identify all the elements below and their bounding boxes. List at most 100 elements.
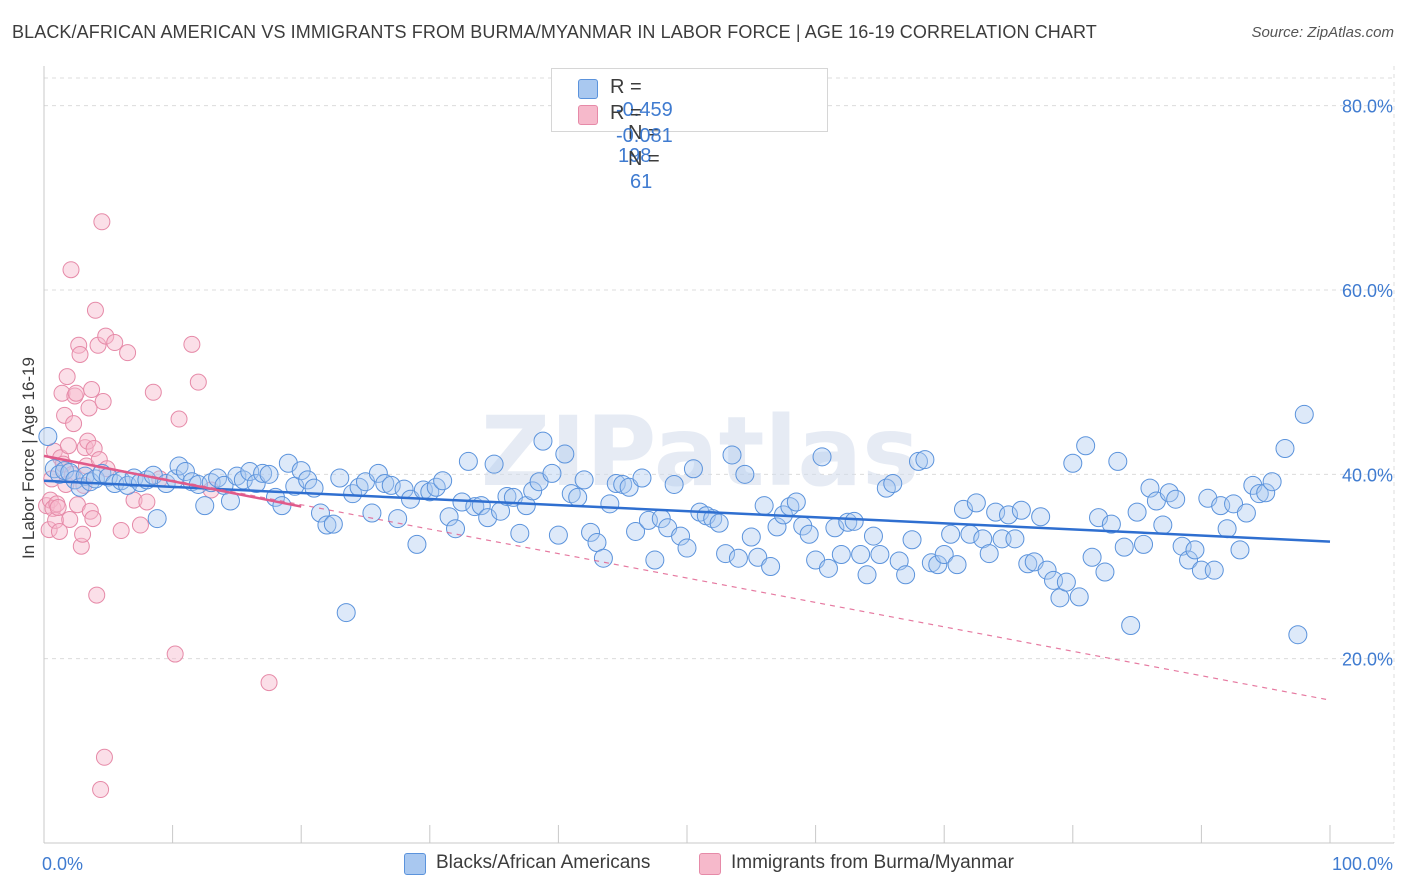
- data-point-pink: [85, 440, 103, 458]
- data-point-blue: [883, 474, 903, 494]
- data-point-pink: [95, 748, 113, 766]
- data-point-blue: [671, 526, 691, 546]
- data-point-blue: [1011, 500, 1031, 520]
- data-point-blue: [799, 524, 819, 544]
- data-point-pink: [138, 493, 156, 511]
- data-point-pink: [61, 510, 79, 528]
- data-point-blue: [645, 550, 665, 570]
- data-point-blue: [375, 474, 395, 494]
- data-point-blue: [1101, 514, 1121, 534]
- data-point-pink: [119, 344, 137, 362]
- data-point-blue: [812, 447, 832, 467]
- data-point-blue: [1166, 489, 1186, 509]
- data-point-pink: [65, 415, 83, 433]
- data-point-blue: [709, 513, 729, 533]
- data-point-blue: [818, 558, 838, 578]
- data-point-pink: [88, 586, 106, 604]
- data-point-blue: [632, 468, 652, 488]
- data-point-blue: [147, 509, 167, 529]
- data-point-blue: [1114, 537, 1134, 557]
- data-point-pink: [94, 393, 112, 411]
- data-point-blue: [1288, 625, 1308, 645]
- data-point-blue: [1063, 453, 1083, 473]
- data-point-blue: [1069, 587, 1089, 607]
- data-point-blue: [574, 470, 594, 490]
- data-point-blue: [966, 493, 986, 513]
- pink-swatch: [578, 105, 598, 125]
- blue-swatch: [578, 79, 598, 99]
- data-point-blue: [896, 565, 916, 585]
- data-point-blue: [1294, 404, 1314, 424]
- trendline-pink-dashed: [43, 455, 1331, 701]
- data-point-blue: [722, 445, 742, 465]
- data-point-blue: [561, 484, 581, 504]
- r-value: -0.081: [616, 125, 673, 147]
- y-tick-label: 40.0%: [1342, 465, 1393, 485]
- data-point-blue: [323, 514, 343, 534]
- data-point-blue: [227, 466, 247, 486]
- y-tick-label: 60.0%: [1342, 281, 1393, 301]
- data-point-pink: [67, 384, 85, 402]
- data-point-blue: [1185, 540, 1205, 560]
- data-point-pink: [47, 511, 65, 529]
- y-tick-label: 80.0%: [1342, 97, 1393, 117]
- data-point-blue: [1224, 494, 1244, 514]
- data-point-blue: [259, 464, 279, 484]
- data-point-blue: [716, 544, 736, 564]
- watermark-text: ZIPatlas: [481, 396, 920, 508]
- data-point-pink: [83, 381, 101, 399]
- pink-series-points: [38, 213, 278, 799]
- data-point-blue: [1134, 534, 1154, 554]
- data-point-blue: [1179, 550, 1199, 570]
- data-point-blue: [683, 459, 703, 479]
- data-point-blue: [253, 463, 273, 483]
- data-point-blue: [523, 481, 543, 501]
- watermark: ZIPatlas: [481, 396, 920, 508]
- data-point-blue: [362, 503, 382, 523]
- data-point-blue: [484, 454, 504, 474]
- data-point-blue: [941, 524, 961, 544]
- legend-label: Immigrants from Burma/Myanmar: [731, 852, 1014, 873]
- data-point-pink: [131, 516, 149, 534]
- data-point-blue: [677, 538, 697, 558]
- data-point-pink: [144, 383, 162, 401]
- data-point-blue: [844, 511, 864, 531]
- data-point-blue: [1121, 615, 1141, 635]
- trendline-blue: [43, 479, 1331, 543]
- data-point-blue: [947, 555, 967, 575]
- y-axis-label: In Labor Force | Age 16-19: [19, 357, 38, 559]
- n-label: N =: [628, 122, 660, 144]
- data-point-blue: [1005, 529, 1025, 549]
- correlation-legend: R = -0.459 N = 198 R = -0.081 N = 61: [551, 68, 828, 193]
- tick-labels: 20.0% 40.0% 60.0% 80.0% 0.0% 100.0%: [42, 97, 1393, 874]
- data-point-blue: [735, 464, 755, 484]
- data-point-blue: [748, 547, 768, 567]
- data-point-pink: [66, 387, 84, 405]
- data-point-blue: [195, 496, 215, 516]
- data-point-pink: [71, 346, 89, 364]
- data-point-pink: [97, 327, 115, 345]
- n-value: 198: [618, 145, 652, 167]
- data-point-blue: [754, 496, 774, 516]
- data-point-blue: [510, 523, 530, 543]
- data-point-blue: [169, 456, 189, 476]
- data-point-blue: [291, 461, 311, 481]
- data-point-blue: [1031, 507, 1051, 527]
- data-point-blue: [979, 544, 999, 564]
- data-point-pink: [80, 399, 98, 417]
- blue-series-points: [38, 404, 1314, 645]
- data-point-blue: [542, 463, 562, 483]
- data-point-blue: [1262, 472, 1282, 492]
- source-label: Source: ZipAtlas.com: [1251, 24, 1394, 41]
- data-point-pink: [166, 645, 184, 663]
- y-tick-label: 20.0%: [1342, 650, 1393, 670]
- data-point-blue: [1249, 484, 1269, 504]
- data-point-blue: [548, 525, 568, 545]
- data-point-pink: [50, 522, 68, 540]
- data-point-pink: [59, 437, 77, 455]
- r-label: R =: [610, 76, 642, 98]
- x-tick-label: 0.0%: [42, 854, 83, 874]
- data-point-blue: [555, 444, 575, 464]
- data-point-blue: [1217, 519, 1237, 539]
